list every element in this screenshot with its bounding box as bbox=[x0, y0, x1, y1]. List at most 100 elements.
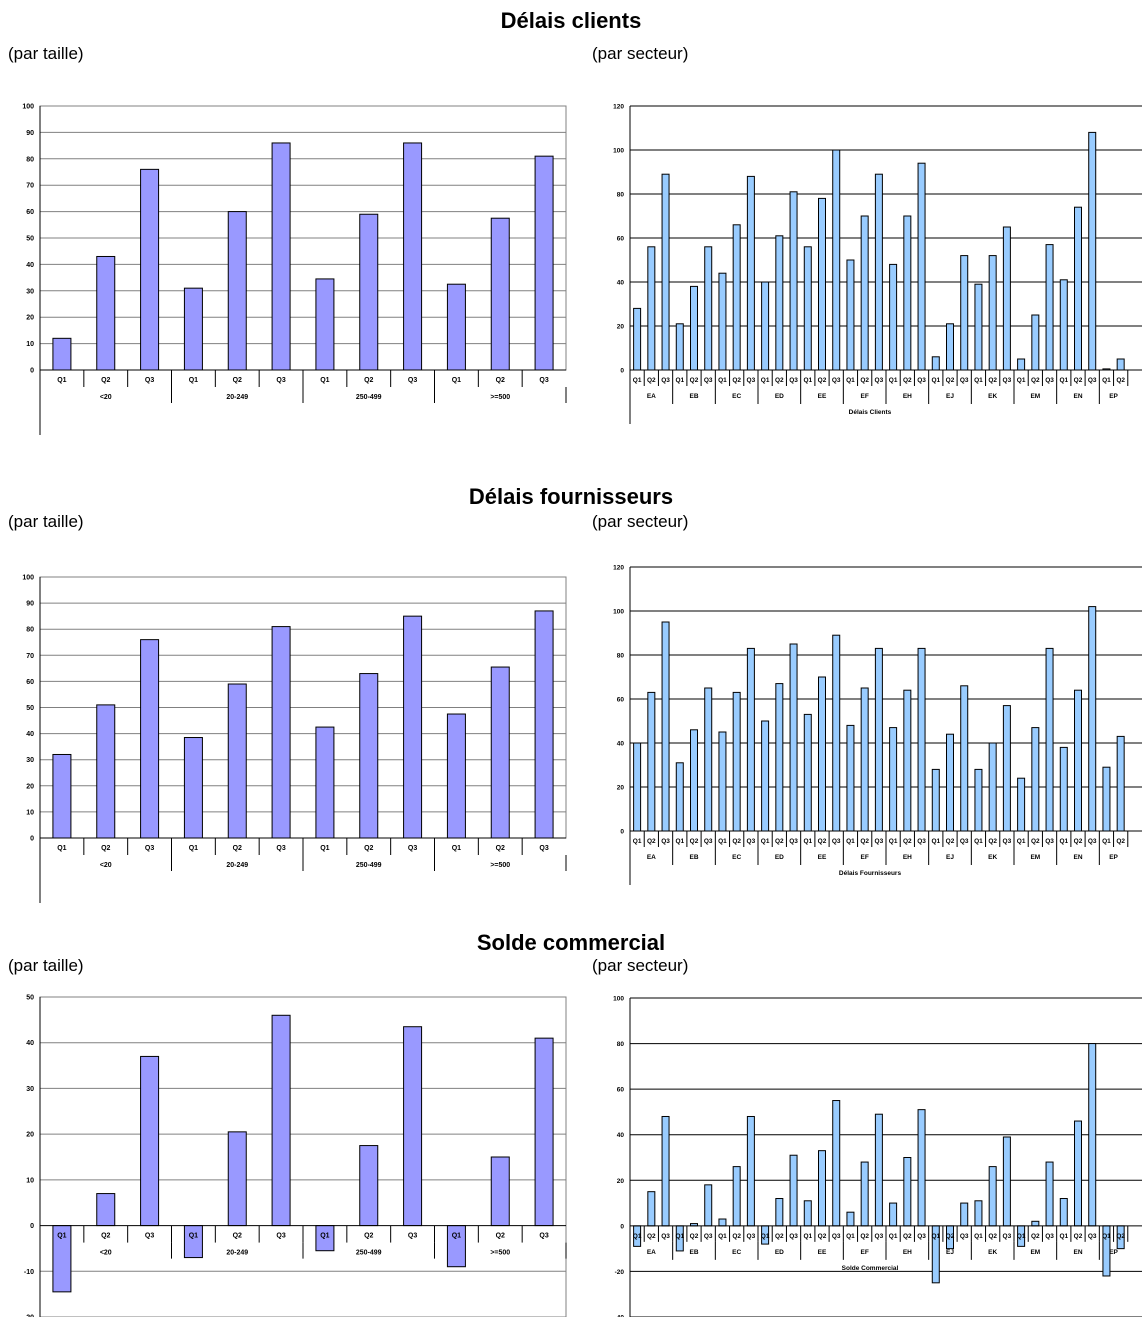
subtitle-taille-fournisseurs: (par taille) bbox=[8, 512, 84, 531]
quarter-label: Q3 bbox=[145, 1233, 154, 1240]
quarter-label: Q3 bbox=[1088, 838, 1097, 845]
quarter-label: Q1 bbox=[974, 1233, 983, 1240]
quarter-label: Q2 bbox=[1074, 377, 1083, 384]
quarter-label: Q2 bbox=[860, 377, 869, 384]
quarter-label: Q2 bbox=[690, 377, 699, 384]
quarter-label: Q2 bbox=[101, 377, 110, 384]
quarter-label: Q1 bbox=[974, 377, 983, 384]
group-label: EM bbox=[1030, 854, 1040, 861]
group-label: EK bbox=[988, 1249, 997, 1256]
group-label: <20 bbox=[100, 862, 112, 869]
group-label: EK bbox=[988, 393, 997, 400]
y-tick-label: 60 bbox=[617, 697, 625, 704]
quarter-label: Q3 bbox=[539, 377, 548, 384]
group-label: EM bbox=[1030, 1249, 1040, 1256]
quarter-label: Q2 bbox=[690, 838, 699, 845]
quarter-label: Q1 bbox=[846, 1233, 855, 1240]
quarter-label: Q2 bbox=[775, 838, 784, 845]
quarter-label: Q3 bbox=[661, 377, 670, 384]
quarter-label: Q1 bbox=[189, 377, 198, 384]
quarter-label: Q3 bbox=[1045, 1233, 1054, 1240]
section-title-fournisseurs: Délais fournisseurs bbox=[468, 484, 674, 509]
y-tick-label: 20 bbox=[26, 1132, 34, 1139]
y-tick-label: 50 bbox=[26, 705, 34, 712]
quarter-label: Q1 bbox=[974, 838, 983, 845]
quarter-label: Q2 bbox=[233, 845, 242, 852]
y-tick-label: 40 bbox=[617, 1132, 625, 1139]
subtitle-taille-solde: (par taille) bbox=[8, 956, 84, 975]
bar bbox=[1002, 1136, 1011, 1227]
quarter-label: Q2 bbox=[775, 377, 784, 384]
group-label: ED bbox=[775, 1249, 784, 1256]
y-tick-label: 40 bbox=[617, 741, 625, 748]
bar bbox=[803, 1200, 812, 1227]
quarter-label: Q3 bbox=[1088, 1233, 1097, 1240]
quarter-label: Q3 bbox=[661, 1233, 670, 1240]
quarter-label: Q1 bbox=[718, 838, 727, 845]
y-tick-label: 100 bbox=[613, 996, 624, 1003]
y-tick-label: 0 bbox=[30, 1223, 34, 1230]
x-axis-title: Délais Fournisseurs bbox=[839, 870, 902, 877]
quarter-label: Q2 bbox=[775, 1233, 784, 1240]
quarter-label: Q3 bbox=[875, 377, 884, 384]
group-label: 250-499 bbox=[356, 862, 382, 869]
y-tick-label: 20 bbox=[617, 785, 625, 792]
bar bbox=[917, 1109, 926, 1227]
y-tick-label: 20 bbox=[26, 783, 34, 790]
group-label: EK bbox=[988, 854, 997, 861]
quarter-label: Q1 bbox=[633, 1233, 642, 1240]
quarter-label: Q3 bbox=[145, 377, 154, 384]
group-label: <20 bbox=[100, 1250, 112, 1257]
y-tick-label: 40 bbox=[26, 731, 34, 738]
y-tick-label: 60 bbox=[26, 679, 34, 686]
quarter-label: Q2 bbox=[988, 377, 997, 384]
y-tick-label: 20 bbox=[617, 324, 625, 331]
y-tick-label: 120 bbox=[613, 565, 624, 572]
bar bbox=[1059, 1198, 1068, 1227]
group-label: EF bbox=[861, 1249, 869, 1256]
group-label: >=500 bbox=[490, 394, 510, 401]
group-label: <20 bbox=[100, 394, 112, 401]
quarter-label: Q1 bbox=[57, 377, 66, 384]
quarter-label: Q2 bbox=[903, 1233, 912, 1240]
y-tick-label: 60 bbox=[26, 209, 34, 216]
quarter-label: Q2 bbox=[818, 1233, 827, 1240]
y-tick-label: 30 bbox=[26, 1086, 34, 1093]
y-tick-label: -20 bbox=[24, 1315, 34, 1317]
group-label: EC bbox=[732, 393, 741, 400]
y-tick-label: 40 bbox=[26, 1040, 34, 1047]
group-label: EJ bbox=[946, 1249, 954, 1256]
quarter-label: Q3 bbox=[747, 838, 756, 845]
y-tick-label: 100 bbox=[613, 148, 624, 155]
quarter-label: Q2 bbox=[1031, 1233, 1040, 1240]
group-label: EA bbox=[647, 854, 656, 861]
group-label: EN bbox=[1073, 393, 1082, 400]
quarter-label: Q2 bbox=[903, 838, 912, 845]
quarter-label: Q2 bbox=[818, 377, 827, 384]
quarter-label: Q3 bbox=[1045, 838, 1054, 845]
quarter-label: Q1 bbox=[57, 1233, 66, 1240]
quarter-label: Q2 bbox=[860, 838, 869, 845]
group-label: EF bbox=[861, 854, 869, 861]
group-label: EE bbox=[818, 1249, 827, 1256]
quarter-label: Q1 bbox=[189, 1233, 198, 1240]
quarter-label: Q3 bbox=[276, 845, 285, 852]
bar bbox=[988, 1166, 997, 1227]
quarter-label: Q3 bbox=[917, 838, 926, 845]
y-tick-label: -40 bbox=[615, 1315, 625, 1317]
section-title-solde: Solde commercial bbox=[476, 930, 666, 955]
group-label: ED bbox=[775, 393, 784, 400]
quarter-label: Q2 bbox=[946, 838, 955, 845]
group-label: EE bbox=[818, 393, 827, 400]
group-label: EB bbox=[689, 854, 698, 861]
quarter-label: Q1 bbox=[320, 845, 329, 852]
quarter-label: Q3 bbox=[789, 1233, 798, 1240]
quarter-label: Q3 bbox=[276, 1233, 285, 1240]
bar bbox=[1031, 1220, 1040, 1227]
y-tick-label: 100 bbox=[22, 104, 34, 111]
y-tick-label: 100 bbox=[613, 609, 624, 616]
quarter-label: Q2 bbox=[364, 377, 373, 384]
y-tick-label: 90 bbox=[26, 601, 34, 608]
quarter-label: Q3 bbox=[832, 838, 841, 845]
